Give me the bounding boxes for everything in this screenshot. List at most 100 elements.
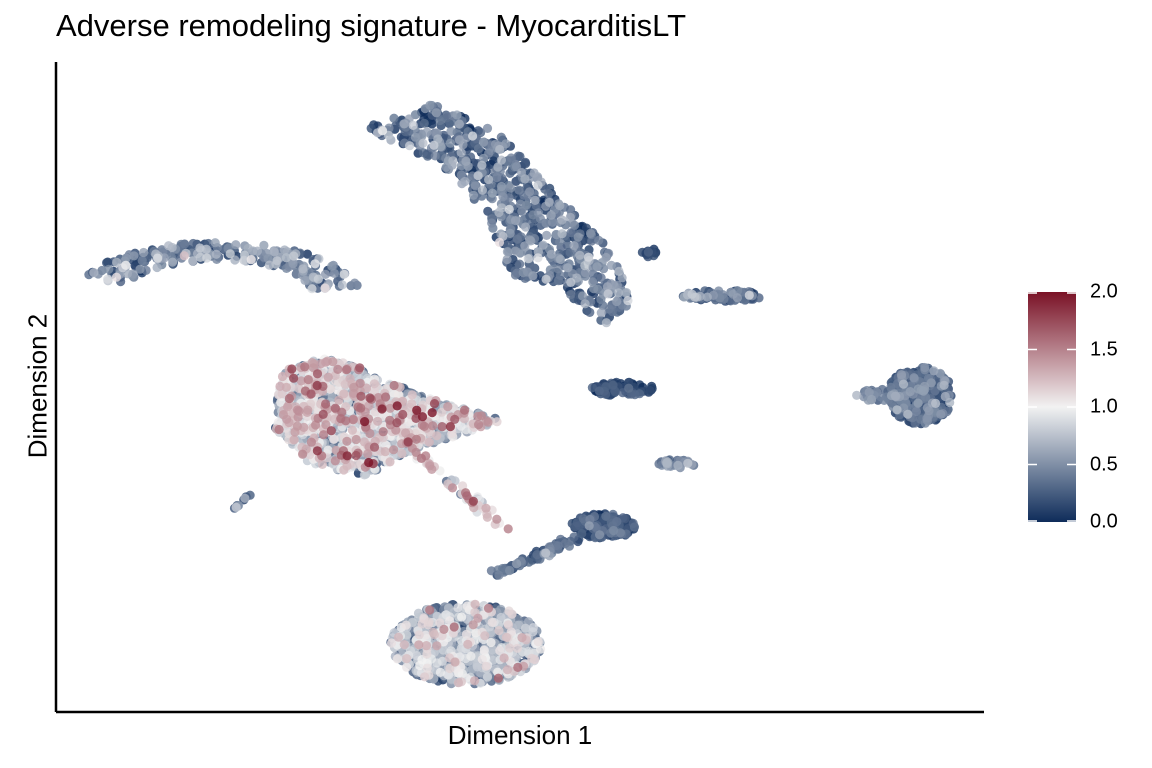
data-point bbox=[726, 287, 736, 297]
data-point bbox=[505, 228, 515, 238]
data-point bbox=[529, 168, 539, 178]
data-point bbox=[135, 264, 145, 274]
data-point bbox=[482, 672, 493, 682]
data-point bbox=[460, 176, 470, 187]
data-point bbox=[525, 187, 535, 197]
data-point bbox=[312, 380, 322, 391]
data-point bbox=[460, 405, 470, 415]
data-point bbox=[456, 148, 466, 158]
data-point bbox=[512, 643, 523, 653]
data-point bbox=[566, 289, 576, 300]
data-point bbox=[405, 141, 415, 151]
data-point bbox=[419, 421, 429, 431]
data-point bbox=[612, 296, 622, 307]
data-point bbox=[281, 253, 291, 263]
data-point bbox=[378, 427, 388, 437]
data-point bbox=[274, 424, 284, 435]
data-point bbox=[565, 212, 575, 222]
data-point bbox=[603, 289, 613, 299]
data-point bbox=[911, 406, 922, 417]
data-point bbox=[595, 530, 605, 540]
data-point bbox=[918, 386, 929, 396]
data-point bbox=[533, 253, 543, 263]
data-point bbox=[321, 357, 331, 367]
data-point bbox=[569, 241, 579, 251]
data-point bbox=[461, 156, 471, 166]
data-point bbox=[418, 148, 428, 158]
data-point bbox=[520, 174, 530, 184]
data-point bbox=[530, 195, 540, 205]
data-point bbox=[327, 261, 337, 271]
data-point bbox=[337, 280, 347, 290]
data-point bbox=[450, 476, 460, 486]
data-point bbox=[432, 641, 442, 651]
data-point bbox=[414, 640, 424, 650]
data-point bbox=[466, 651, 476, 661]
data-point bbox=[892, 405, 902, 415]
data-point bbox=[573, 232, 583, 242]
data-point bbox=[418, 138, 428, 148]
data-point bbox=[583, 252, 594, 262]
data-point bbox=[399, 119, 409, 129]
data-point bbox=[435, 115, 445, 126]
data-point bbox=[852, 390, 862, 400]
data-point bbox=[477, 654, 487, 665]
data-point bbox=[389, 380, 399, 391]
data-point bbox=[496, 181, 507, 192]
data-point bbox=[596, 273, 606, 283]
data-point bbox=[356, 403, 366, 413]
data-point bbox=[566, 277, 576, 287]
data-point bbox=[359, 470, 369, 480]
data-point bbox=[294, 406, 304, 416]
data-point bbox=[502, 254, 512, 265]
data-point bbox=[580, 268, 591, 278]
data-point bbox=[468, 496, 478, 506]
data-point bbox=[864, 387, 874, 397]
data-point bbox=[553, 264, 563, 274]
data-point bbox=[634, 389, 645, 399]
data-point bbox=[389, 445, 399, 455]
data-point bbox=[645, 385, 655, 396]
data-point bbox=[320, 269, 330, 279]
data-point bbox=[121, 253, 131, 263]
data-point bbox=[377, 404, 387, 414]
x-axis-label: Dimension 1 bbox=[447, 720, 593, 750]
data-point bbox=[556, 254, 566, 265]
data-point bbox=[103, 274, 113, 284]
data-point bbox=[520, 241, 530, 251]
data-point bbox=[410, 132, 420, 142]
data-point bbox=[356, 391, 366, 401]
data-point bbox=[430, 151, 440, 161]
data-point bbox=[577, 528, 587, 539]
colorbar-tick-label: 1.5 bbox=[1090, 338, 1118, 360]
data-point bbox=[481, 661, 491, 671]
data-point bbox=[454, 119, 464, 129]
data-point bbox=[360, 417, 370, 427]
data-point bbox=[328, 357, 338, 367]
data-point bbox=[443, 402, 453, 412]
data-point bbox=[623, 296, 633, 306]
data-point bbox=[427, 408, 437, 418]
data-point bbox=[407, 390, 417, 400]
data-point bbox=[504, 204, 514, 214]
data-point bbox=[454, 135, 465, 145]
data-point bbox=[462, 601, 472, 611]
data-point bbox=[385, 415, 395, 425]
data-point bbox=[506, 153, 516, 163]
data-point bbox=[363, 449, 373, 459]
data-point bbox=[248, 246, 258, 256]
colorbar-tick-label: 1.0 bbox=[1090, 395, 1118, 418]
data-point bbox=[585, 228, 596, 238]
data-point bbox=[239, 255, 249, 265]
data-point bbox=[520, 623, 531, 633]
data-point bbox=[732, 293, 743, 303]
data-point bbox=[580, 261, 590, 271]
data-point bbox=[487, 188, 497, 198]
data-point bbox=[501, 632, 511, 642]
data-point bbox=[352, 459, 362, 469]
data-point bbox=[499, 653, 509, 663]
data-point bbox=[687, 289, 697, 299]
data-point bbox=[378, 126, 388, 136]
data-point bbox=[493, 673, 503, 683]
data-point bbox=[259, 240, 269, 250]
